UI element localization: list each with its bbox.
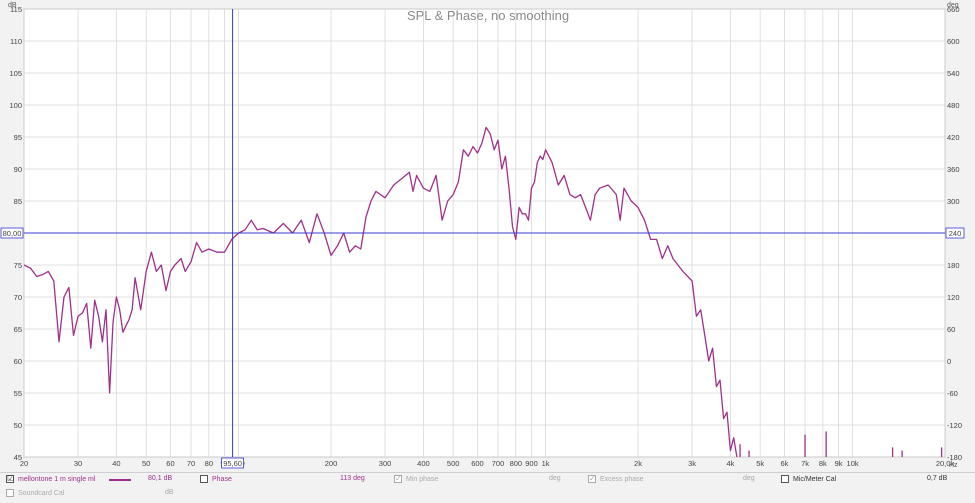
x-unit-label: Hz	[949, 462, 958, 469]
legend-excess-phase-item[interactable]: ✓ Excess phase	[588, 475, 644, 483]
x-tick-label: 8k	[819, 459, 827, 468]
y2-tick-label: 600	[947, 37, 960, 46]
excess-phase-label: Excess phase	[600, 475, 644, 483]
y2-tick-label: 540	[947, 69, 960, 78]
y-tick-label: 65	[14, 325, 22, 334]
x-tick-label: 20	[20, 459, 28, 468]
y-tick-label: 85	[14, 197, 22, 206]
mic-cal-label: Mic/Meter Cal	[793, 475, 837, 483]
x-tick-label: 700	[492, 459, 505, 468]
excess-phase-checkbox[interactable]: ✓	[588, 474, 596, 483]
x-tick-label: 5k	[756, 459, 764, 468]
spl-series-line	[23, 126, 738, 458]
y2-tick-label: 120	[947, 293, 960, 302]
legend-mic-cal-item[interactable]: Mic/Meter Cal	[781, 475, 836, 483]
chart-title: SPL & Phase, no smoothing	[407, 8, 569, 23]
x-tick-label: 4k	[726, 459, 734, 468]
y-tick-label: 70	[14, 293, 22, 302]
x-tick-label: 900	[525, 459, 538, 468]
y2-tick-label: 60	[947, 325, 955, 334]
series-name: mellontone 1 m single ml	[18, 475, 96, 483]
y-tick-label: 110	[10, 37, 22, 46]
x-tick-label: 6k	[781, 459, 789, 468]
y-tick-label: 105	[9, 69, 22, 78]
y-tick-label: 100	[9, 101, 22, 110]
phase-value: 113 deg	[340, 475, 365, 482]
cursor-x-readout: 95,60	[221, 457, 244, 469]
y2-tick-label: 0	[947, 357, 951, 366]
mic-cal-checkbox[interactable]	[781, 475, 789, 483]
legend-panel: ☑ mellontone 1 m single ml 80,1 dB Phase…	[0, 472, 975, 503]
x-tick-label: 500	[447, 459, 460, 468]
hf-noise-spikes	[739, 431, 943, 457]
x-tick-label: 80	[205, 459, 213, 468]
y-tick-label: 55	[14, 389, 22, 398]
y-tick-label: 115	[10, 5, 22, 14]
phase-checkbox[interactable]	[200, 475, 208, 483]
x-tick-label: 7k	[801, 459, 809, 468]
x-tick-label: 70	[187, 459, 195, 468]
cursor-y2-readout: 240	[945, 227, 965, 239]
y2-tick-label: 360	[947, 165, 960, 174]
y-tick-label: 60	[14, 357, 22, 366]
x-tick-label: 10k	[847, 459, 859, 468]
x-tick-label: 20,0k	[936, 459, 955, 468]
series-value: 80,1 dB	[148, 475, 173, 482]
cursor-x-label: 95,60	[223, 459, 242, 468]
cursor-y-readout: 80,00	[0, 227, 24, 239]
cursor-y2-label: 240	[949, 229, 962, 238]
x-tick-label: 1k	[542, 459, 550, 468]
y-unit-label: dB	[8, 2, 17, 9]
y2-tick-label: 660	[947, 5, 960, 14]
y-tick-label: 90	[14, 165, 22, 174]
min-phase-label: Min phase	[406, 475, 439, 483]
x-tick-label: 200	[325, 459, 338, 468]
x-tick-label: 3k	[688, 459, 696, 468]
y-tick-label: 50	[14, 421, 22, 430]
horizontal-gridlines	[24, 8, 945, 458]
y2-tick-label: 480	[947, 101, 960, 110]
min-phase-unit: deg	[549, 475, 561, 482]
y2-tick-label: 180	[947, 261, 960, 270]
y-tick-label: 75	[14, 261, 22, 270]
series-checkbox[interactable]: ☑	[6, 474, 15, 483]
legend-phase-item[interactable]: Phase	[200, 475, 232, 483]
x-tick-label: 50	[142, 459, 150, 468]
y2-tick-label: -180	[947, 453, 962, 462]
legend-series-item[interactable]: ☑ mellontone 1 m single ml	[6, 475, 95, 483]
legend-soundcard-cal-item[interactable]: Soundcard Cal	[6, 489, 64, 497]
x-tick-labels: 2030405060708090100200300400500600700800…	[20, 459, 955, 468]
y2-tick-label: -60	[947, 389, 958, 398]
y-tick-label: 95	[14, 133, 22, 142]
excess-phase-unit: deg	[743, 475, 755, 482]
y-tick-label: 45	[14, 453, 22, 462]
series-color-swatch	[109, 479, 131, 481]
x-tick-label: 300	[379, 459, 392, 468]
soundcard-cal-checkbox[interactable]	[6, 489, 14, 497]
x-tick-label: 9k	[835, 459, 843, 468]
cursor-y-label: 80,00	[3, 229, 22, 238]
x-tick-label: 800	[510, 459, 523, 468]
phase-label: Phase	[212, 475, 232, 483]
x-tick-label: 30	[74, 459, 82, 468]
x-tick-label: 2k	[634, 459, 642, 468]
x-tick-label: 600	[471, 459, 484, 468]
y2-tick-label: 420	[947, 133, 960, 142]
spl-chart[interactable]: 2030405060708090100200300400500600700800…	[0, 0, 975, 472]
x-tick-label: 60	[166, 459, 174, 468]
min-phase-checkbox[interactable]: ✓	[394, 474, 402, 483]
mic-cal-value: 0,7 dB	[927, 475, 948, 482]
y2-tick-label: 300	[947, 197, 960, 206]
y2-unit-label: deg	[947, 2, 959, 9]
y2-tick-label: -120	[947, 421, 962, 430]
soundcard-cal-unit: dB	[165, 489, 174, 496]
soundcard-cal-label: Soundcard Cal	[18, 489, 65, 497]
x-tick-label: 400	[417, 459, 430, 468]
x-tick-label: 40	[112, 459, 120, 468]
legend-min-phase-item[interactable]: ✓ Min phase	[394, 475, 438, 483]
